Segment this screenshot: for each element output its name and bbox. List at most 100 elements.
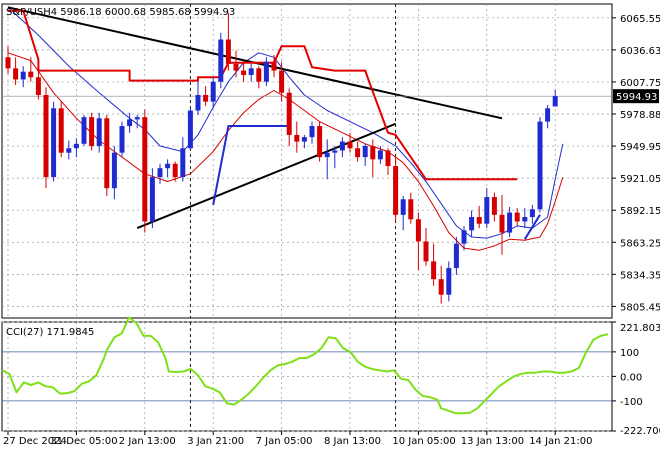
candle-body: [89, 117, 95, 147]
candle-body: [5, 57, 11, 69]
candle-body: [142, 117, 148, 222]
candle-body: [271, 61, 277, 71]
candle-body: [20, 71, 26, 80]
candle-body: [165, 163, 171, 169]
candle-body: [415, 219, 421, 242]
cci-axis-tick-label: 100: [620, 348, 639, 359]
candle-body: [476, 217, 482, 224]
time-axis-tick-label: 13 Jan 13:00: [461, 436, 524, 447]
candle-body: [43, 94, 49, 178]
candle-body: [294, 134, 300, 142]
price-axis-tick-label: 6065.55: [620, 14, 660, 25]
time-axis-tick-label: 8 Jan 13:00: [324, 436, 381, 447]
candle-body: [195, 94, 201, 111]
price-axis-tick-label: 5921.05: [620, 174, 660, 185]
candle-body: [58, 108, 64, 153]
candle-body: [256, 68, 262, 82]
ascending-trendline: [136, 122, 396, 230]
last-price-tag: [613, 89, 659, 104]
candle-body: [362, 146, 368, 158]
candle-body: [507, 212, 513, 233]
candle-body: [446, 268, 452, 295]
fast-moving-average-line: [7, 6, 564, 239]
cci-axis-tick-label: -222.7008: [620, 426, 660, 437]
candle-body: [301, 137, 307, 142]
price-axis-tick-label: 5892.15: [620, 206, 660, 217]
time-axis-tick-label: 10 Jan 05:00: [392, 436, 455, 447]
candle-body: [248, 68, 254, 76]
candle-body: [263, 61, 269, 82]
candle-body: [309, 126, 315, 138]
time-axis-tick-label: 14 Jan 21:00: [529, 436, 592, 447]
price-axis-tick-label: 6036.63: [620, 46, 660, 57]
main-plot-frame: [1, 3, 613, 319]
candle-body: [279, 70, 285, 93]
price-axis-tick-label: 5978.88: [620, 110, 660, 121]
candle-body: [134, 117, 140, 120]
candle-body: [157, 168, 163, 178]
candle-body: [393, 165, 399, 215]
candle-body: [499, 214, 505, 233]
cci-axis-tick-label: 0.00: [620, 372, 642, 383]
candle-body: [408, 199, 414, 220]
candle-body: [522, 217, 528, 222]
candle-body: [332, 150, 338, 153]
candle-body: [385, 150, 391, 166]
candle-body: [491, 197, 497, 215]
candle-body: [28, 71, 34, 78]
candle-body: [149, 177, 155, 222]
candle-body: [347, 141, 353, 149]
candle-body: [111, 152, 117, 189]
candle-body: [514, 212, 520, 222]
candle-body: [339, 141, 345, 151]
candle-body: [286, 92, 292, 135]
candle-body: [438, 279, 444, 295]
slow-moving-average-line: [7, 52, 564, 251]
candle-body: [218, 39, 224, 82]
candle-body: [180, 148, 186, 178]
price-axis-tick-label: 5805.45: [620, 302, 660, 313]
candle-body: [377, 150, 383, 160]
candle-body: [66, 148, 72, 153]
candle-body: [431, 261, 437, 280]
cci-axis-tick-label: -100: [620, 397, 643, 408]
candle-body: [400, 199, 406, 215]
candle-body: [172, 163, 178, 178]
candle-body: [537, 121, 543, 210]
candle-body: [484, 197, 490, 224]
candle-body: [13, 68, 19, 80]
candle-body: [73, 143, 79, 149]
candle-body: [35, 77, 41, 95]
blue-stop-line: [212, 125, 290, 205]
price-axis-tick-label: 6007.75: [620, 78, 660, 89]
candle-body: [241, 70, 247, 76]
candle-body: [104, 118, 110, 189]
candle-body: [529, 209, 535, 218]
candle-body: [552, 96, 558, 107]
candle-body: [370, 146, 376, 160]
candle-body: [355, 148, 361, 158]
time-axis-tick-label: 31 Dec 05:00: [50, 436, 117, 447]
candle-body: [461, 230, 467, 244]
price-axis-tick-label: 5949.95: [620, 142, 660, 153]
candle-body: [81, 117, 87, 144]
candle-body: [51, 108, 57, 178]
candle-body: [210, 81, 216, 102]
candle-body: [469, 217, 475, 231]
candle-body: [545, 108, 551, 122]
last-price-label: 5994.93: [616, 92, 657, 103]
candle-body: [233, 63, 239, 71]
blue-stop-line-tail: [523, 214, 541, 240]
time-axis-tick-label: 7 Jan 05:00: [256, 436, 313, 447]
candle-body: [225, 39, 231, 64]
candle-body: [317, 126, 323, 158]
price-axis-tick-label: 5834.35: [620, 270, 660, 281]
candle-body: [453, 243, 459, 269]
candle-body: [187, 110, 193, 149]
candle-body: [203, 94, 209, 102]
candle-body: [127, 119, 133, 127]
time-axis-tick-label: 2 Jan 13:00: [119, 436, 176, 447]
